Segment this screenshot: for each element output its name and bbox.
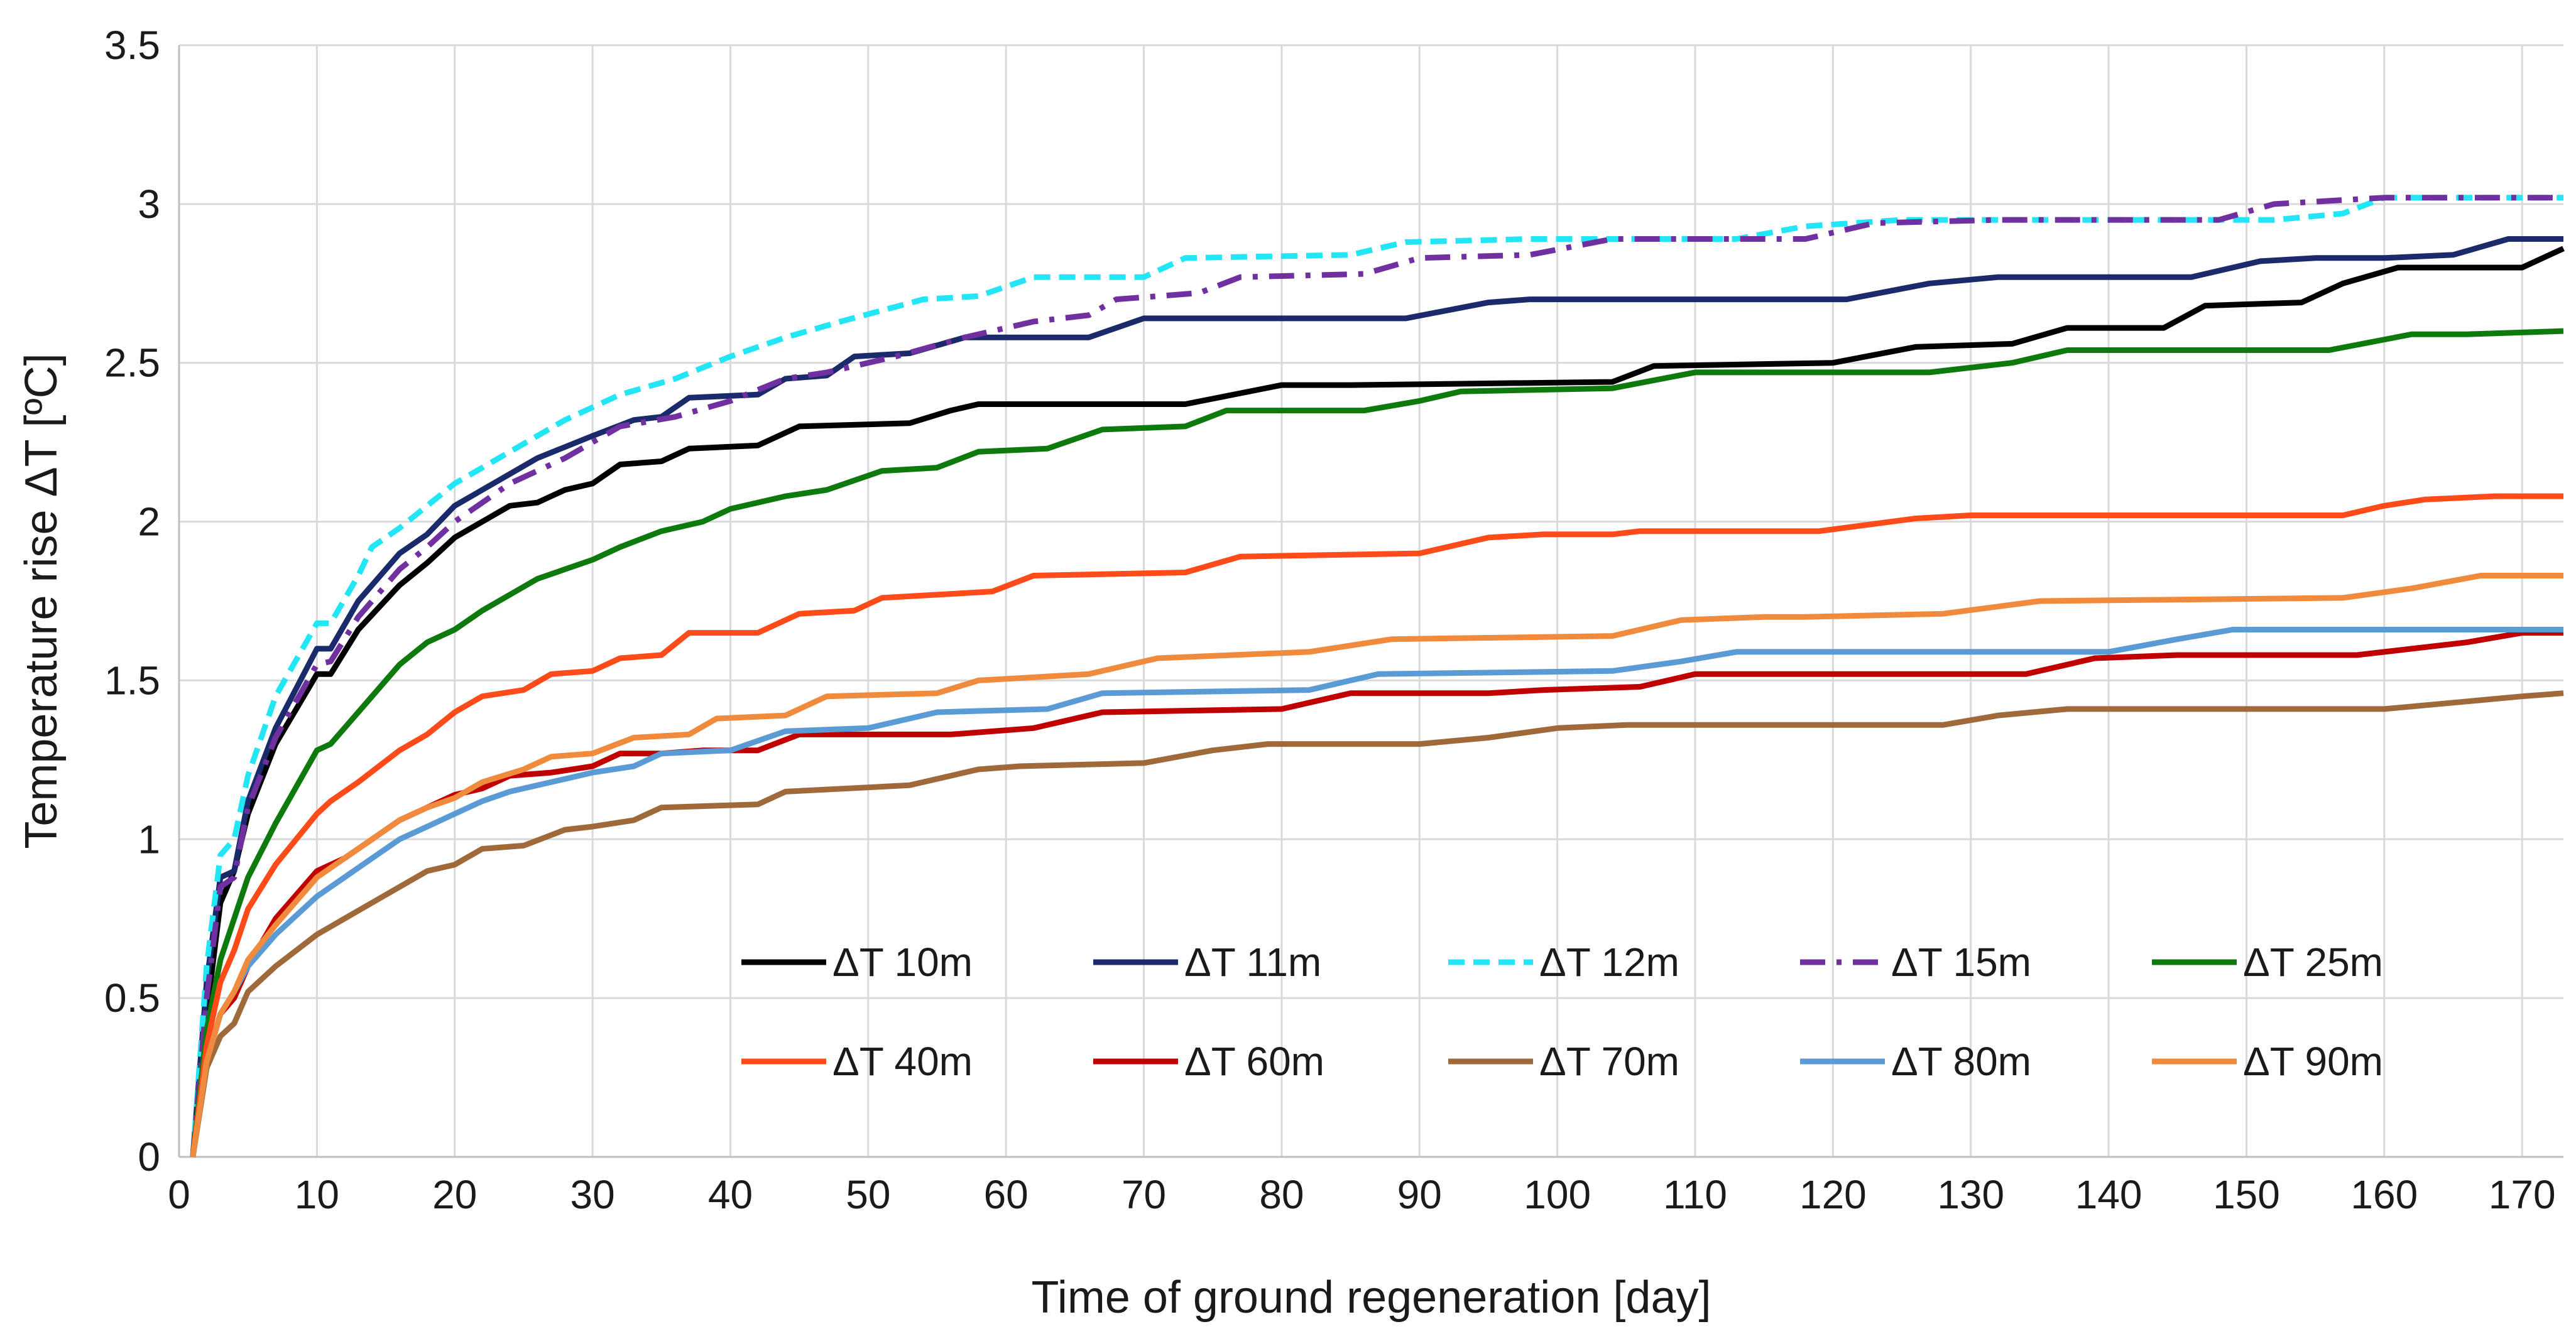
x-tick-label: 60 xyxy=(984,1172,1029,1217)
series-line-dt-25m xyxy=(190,328,2564,1158)
legend: ΔT 10m ΔT 11m ΔT 12m ΔT 15m ΔT 25m ΔT 40m ΔT 6… xyxy=(741,940,2383,1084)
series-lines xyxy=(190,195,2565,1158)
x-tick-label: 0 xyxy=(168,1172,190,1217)
legend-label: ΔT 60m xyxy=(1184,1039,1324,1084)
series-line-dt-15m xyxy=(190,195,2563,1158)
x-tick-label: 120 xyxy=(1799,1172,1867,1217)
legend-item-dt-11m: ΔT 11m xyxy=(1093,940,1321,985)
y-tick-labels: 0 0.5 1 1.5 2 2.5 3 3.5 xyxy=(104,23,160,1179)
legend-label: ΔT 80m xyxy=(1891,1039,2031,1084)
legend-item-dt-80m: ΔT 80m xyxy=(1800,1039,2031,1084)
x-tick-label: 160 xyxy=(2350,1172,2418,1217)
x-tick-label: 10 xyxy=(295,1172,339,1217)
x-tick-label: 90 xyxy=(1397,1172,1442,1217)
x-tick-labels: 0 10 20 30 40 50 60 70 80 90 100 110 120 130 140 150 160… xyxy=(168,1172,2555,1217)
legend-label: ΔT 12m xyxy=(1539,940,1679,985)
x-tick-label: 130 xyxy=(1937,1172,2004,1217)
y-tick-label: 1 xyxy=(138,816,160,862)
y-axis-label: Temperature rise ΔT [ºC] xyxy=(16,353,67,849)
legend-label: ΔT 90m xyxy=(2243,1039,2383,1084)
legend-item-dt-25m: ΔT 25m xyxy=(2152,940,2383,985)
legend-item-dt-12m: ΔT 12m xyxy=(1448,940,1679,985)
series-line-dt-70m xyxy=(190,690,2564,1158)
y-tick-label: 3.5 xyxy=(104,23,160,68)
y-tick-label: 2 xyxy=(138,499,160,545)
x-axis-label: Time of ground regeneration [day] xyxy=(1032,1272,1711,1323)
legend-item-dt-10m: ΔT 10m xyxy=(741,940,973,985)
legend-label: ΔT 25m xyxy=(2243,940,2383,985)
x-tick-label: 150 xyxy=(2213,1172,2280,1217)
x-tick-label: 170 xyxy=(2489,1172,2556,1217)
legend-label: ΔT 15m xyxy=(1891,940,2031,985)
series-line-dt-60m xyxy=(190,630,2563,1158)
legend-item-dt-90m: ΔT 90m xyxy=(2152,1039,2383,1084)
x-tick-label: 70 xyxy=(1122,1172,1166,1217)
legend-label: ΔT 10m xyxy=(832,940,973,985)
series-line-dt-12m xyxy=(190,195,2563,1158)
legend-item-dt-60m: ΔT 60m xyxy=(1093,1039,1324,1084)
series-line-dt-90m xyxy=(190,573,2563,1158)
x-tick-label: 110 xyxy=(1663,1172,1727,1217)
legend-label: ΔT 40m xyxy=(832,1039,973,1084)
y-tick-label: 0 xyxy=(138,1134,160,1179)
x-tick-label: 50 xyxy=(846,1172,890,1217)
legend-item-dt-40m: ΔT 40m xyxy=(741,1039,973,1084)
y-tick-label: 1.5 xyxy=(104,658,160,703)
x-tick-label: 100 xyxy=(1524,1172,1591,1217)
series-line-dt-40m xyxy=(190,493,2563,1158)
legend-label: ΔT 11m xyxy=(1184,940,1321,985)
series-line-dt-10m xyxy=(190,246,2565,1158)
x-tick-label: 40 xyxy=(708,1172,753,1217)
y-tick-label: 3 xyxy=(138,182,160,227)
x-tick-label: 80 xyxy=(1259,1172,1304,1217)
y-tick-label: 0.5 xyxy=(104,975,160,1021)
series-line-dt-11m xyxy=(190,236,2563,1158)
legend-label: ΔT 70m xyxy=(1539,1039,1679,1084)
series-line-dt-80m xyxy=(190,627,2563,1158)
legend-item-dt-70m: ΔT 70m xyxy=(1448,1039,1679,1084)
y-tick-label: 2.5 xyxy=(104,340,160,386)
legend-item-dt-15m: ΔT 15m xyxy=(1800,940,2031,985)
x-tick-label: 140 xyxy=(2075,1172,2142,1217)
x-tick-label: 20 xyxy=(432,1172,477,1217)
x-tick-label: 30 xyxy=(570,1172,614,1217)
